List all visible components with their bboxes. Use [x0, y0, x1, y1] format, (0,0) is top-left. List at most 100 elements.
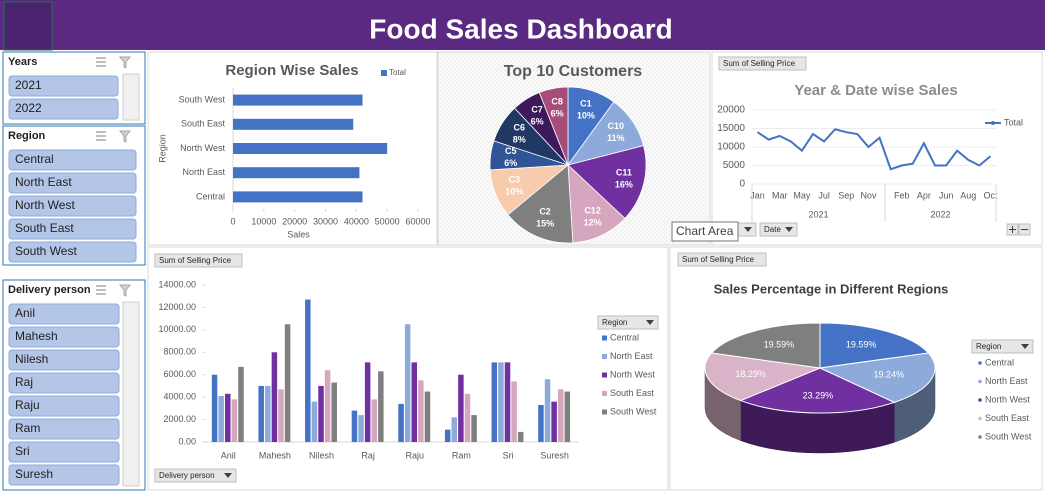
- y-tick-label: 0.00: [178, 436, 196, 446]
- field-button-label[interactable]: Date: [764, 225, 781, 234]
- bar: [371, 399, 377, 442]
- slicer-item-label[interactable]: Central: [15, 152, 54, 166]
- legend-swatch: [602, 354, 607, 359]
- slicer-item[interactable]: [8, 395, 120, 417]
- slicer-item-label[interactable]: Anil: [15, 306, 35, 320]
- legend-swatch: [978, 379, 982, 384]
- x-tick-label: Suresh: [540, 450, 569, 460]
- clear-filter-icon[interactable]: [118, 130, 132, 143]
- field-button-label[interactable]: Delivery person: [159, 471, 215, 480]
- legend-label: South West: [610, 406, 657, 416]
- legend-label: Total: [1004, 117, 1023, 127]
- slicer-item[interactable]: [8, 303, 120, 325]
- x-tick-label: Jul: [818, 190, 830, 200]
- y-tick-label: 2000.00: [163, 414, 196, 424]
- slice-value-label: 6%: [504, 158, 517, 168]
- group-label: 2021: [809, 209, 829, 219]
- slicer-item[interactable]: [8, 98, 119, 120]
- legend-label: North West: [985, 394, 1030, 404]
- slice-label: C11: [616, 168, 632, 178]
- y-tick-label: 0: [739, 179, 745, 190]
- slicer-item[interactable]: [8, 418, 120, 440]
- x-tick-label: Ram: [452, 450, 471, 460]
- slicer-item-label[interactable]: Ram: [15, 421, 40, 435]
- bar: [424, 391, 431, 442]
- field-button[interactable]: [718, 56, 807, 71]
- slice-value-label: 15%: [536, 218, 554, 228]
- slicer-item-label[interactable]: 2021: [15, 78, 42, 92]
- multi-select-icon[interactable]: [96, 285, 106, 295]
- slice-value-label: 8%: [513, 134, 526, 144]
- slicer-item[interactable]: [8, 195, 137, 217]
- slicer-item[interactable]: [8, 218, 137, 240]
- bar: [233, 143, 388, 154]
- bar: [444, 429, 451, 442]
- field-button-label[interactable]: Sum of Selling Price: [723, 59, 796, 68]
- field-button-label[interactable]: Region: [602, 318, 627, 327]
- x-axis-label: Sales: [287, 229, 310, 239]
- slicer-item-label[interactable]: Raj: [15, 375, 33, 389]
- slicer-item-label[interactable]: Mahesh: [15, 329, 58, 343]
- slicer-item[interactable]: [8, 172, 137, 194]
- slicer-item[interactable]: [8, 464, 120, 486]
- tooltip-box: [671, 221, 739, 242]
- slicer-item[interactable]: [8, 349, 120, 371]
- y-tick-label: South East: [181, 119, 226, 129]
- bar: [258, 385, 264, 442]
- multi-select-icon[interactable]: [96, 131, 106, 141]
- bar: [378, 371, 384, 442]
- legend-swatch: [381, 70, 387, 76]
- dropdown-arrow: [646, 320, 654, 325]
- slicer-item-label[interactable]: Sri: [15, 444, 30, 458]
- slicer-item[interactable]: [8, 149, 137, 171]
- x-tick-label: 40000: [344, 216, 369, 226]
- field-button-label[interactable]: Sum of Selling Price: [159, 256, 232, 265]
- slicer-item-label[interactable]: North East: [15, 175, 72, 189]
- x-tick-label: Nov: [860, 190, 877, 200]
- field-button[interactable]: [677, 252, 767, 267]
- field-button[interactable]: [154, 468, 237, 483]
- x-tick-label: 50000: [375, 216, 400, 226]
- slicer-item-label[interactable]: Raju: [15, 398, 40, 412]
- field-button[interactable]: [154, 253, 243, 268]
- slice-value-label: 6%: [551, 109, 564, 119]
- bar: [225, 393, 231, 442]
- slicer-item-label[interactable]: 2022: [15, 101, 42, 115]
- field-button[interactable]: [971, 339, 1034, 354]
- y-tick-label: Central: [196, 191, 225, 201]
- slicer-item[interactable]: [8, 326, 120, 348]
- legend-label: South West: [985, 431, 1032, 441]
- x-tick-label: Aug: [960, 190, 976, 200]
- x-tick-label: Feb: [894, 190, 910, 200]
- slice-value-label: 19.24%: [874, 370, 905, 380]
- legend-swatch: [978, 361, 982, 365]
- bar: [458, 374, 464, 442]
- field-button-label[interactable]: Sum of Selling Price: [682, 255, 755, 264]
- slicer-item-label[interactable]: Nilesh: [15, 352, 48, 366]
- clear-filter-icon[interactable]: [118, 284, 132, 297]
- y-tick-label: 12000.00: [158, 302, 196, 312]
- slicer-item[interactable]: [8, 372, 120, 394]
- slicer-item-label[interactable]: North West: [15, 198, 75, 212]
- slicer-item-label[interactable]: Suresh: [15, 467, 53, 481]
- field-button[interactable]: [597, 315, 659, 330]
- bar: [218, 396, 224, 442]
- slicer-item-label[interactable]: South East: [15, 221, 74, 235]
- legend-label: North West: [610, 369, 655, 379]
- bar: [411, 362, 418, 442]
- bar: [398, 403, 404, 442]
- slicer-item-label[interactable]: South West: [15, 244, 77, 258]
- bar: [265, 385, 271, 442]
- bar: [284, 324, 291, 442]
- field-button[interactable]: [759, 222, 798, 237]
- slicer-scrollbar[interactable]: [122, 301, 140, 487]
- field-button-label[interactable]: Region: [976, 342, 1001, 351]
- clear-filter-icon[interactable]: [118, 56, 132, 69]
- slicer-scrollbar[interactable]: [122, 73, 140, 121]
- slicer-item[interactable]: [8, 75, 119, 97]
- bar: [544, 379, 551, 442]
- slicer-item[interactable]: [8, 241, 137, 263]
- multi-select-icon[interactable]: [96, 57, 106, 67]
- slicer-item[interactable]: [8, 441, 120, 463]
- slice-label: C10: [607, 121, 624, 131]
